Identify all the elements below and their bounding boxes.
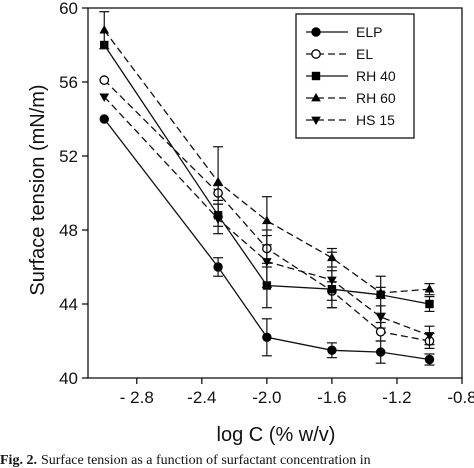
y-tick-label: 60 <box>59 0 78 18</box>
data-point <box>375 326 386 337</box>
data-point <box>327 345 337 355</box>
data-point <box>262 332 272 342</box>
x-axis-label: log C (% w/v) <box>217 424 336 446</box>
data-point <box>213 262 223 272</box>
x-tick-label: -2.4 <box>187 388 216 407</box>
series-line <box>103 96 430 337</box>
legend-item: EL <box>306 46 373 62</box>
y-tick-label: 56 <box>59 73 78 92</box>
data-point <box>424 332 435 341</box>
series-line <box>103 29 430 294</box>
y-tick-label: 40 <box>59 369 78 388</box>
x-tick-label: -2.0 <box>252 388 281 407</box>
data-point <box>99 75 110 86</box>
figure-caption: Fig. 2. Surface tension as a function of … <box>0 453 474 468</box>
data-point <box>311 49 321 59</box>
legend-label: RH 40 <box>356 68 396 84</box>
surface-tension-chart: 40 44 48 52 56 60 - 2.8 -2.4 -2.0 -1.6 -1.2 -0.8 EL… <box>27 0 474 446</box>
data-point <box>99 93 110 102</box>
data-point <box>424 354 435 365</box>
data-point <box>375 313 386 322</box>
data-point <box>262 258 272 267</box>
data-point <box>424 284 435 293</box>
legend-label: HS 15 <box>356 112 395 128</box>
legend-label: ELP <box>356 24 382 40</box>
series-line <box>103 118 430 361</box>
series-elp <box>99 114 435 366</box>
data-point <box>327 276 337 285</box>
data-point <box>311 92 321 102</box>
data-point <box>311 71 321 81</box>
series-line <box>103 79 430 342</box>
legend-item: RH 60 <box>306 90 396 106</box>
data-point <box>311 116 321 126</box>
series-line <box>103 44 430 305</box>
legend-item: RH 40 <box>306 68 396 84</box>
data-point <box>311 27 321 37</box>
figure-caption-text: Surface tension as a function of surfact… <box>40 453 371 468</box>
legend-item: HS 15 <box>306 112 395 128</box>
y-tick-label: 52 <box>59 147 78 166</box>
legend-item: ELP <box>306 24 382 40</box>
x-tick-label: -1.6 <box>317 388 346 407</box>
legend-label: EL <box>356 46 373 62</box>
data-point <box>213 176 223 186</box>
data-point <box>375 287 386 297</box>
data-point <box>99 25 110 34</box>
data-point <box>213 215 223 224</box>
data-point <box>425 299 434 309</box>
legend: ELP EL RH 40 RH 60 HS 15 <box>295 13 415 139</box>
series-hs-15 <box>99 93 435 346</box>
x-tick-label: -1.2 <box>382 388 411 407</box>
x-tick-label: -0.8 <box>447 388 474 407</box>
series-group <box>99 11 435 366</box>
data-point <box>99 114 109 124</box>
axes: 40 44 48 52 56 60 - 2.8 -2.4 -2.0 -1.6 -1.2 -0.8 <box>59 0 474 407</box>
legend-label: RH 60 <box>356 90 396 106</box>
data-point <box>262 215 272 225</box>
data-point <box>375 347 386 357</box>
plot-frame <box>87 7 463 379</box>
y-axis-label: Surface tension (mN/m) <box>27 84 49 295</box>
figure-label: Fig. 2. <box>0 453 37 468</box>
x-tick-label: - 2.8 <box>120 388 154 407</box>
y-tick-label: 44 <box>59 295 78 314</box>
y-tick-label: 48 <box>59 221 78 240</box>
